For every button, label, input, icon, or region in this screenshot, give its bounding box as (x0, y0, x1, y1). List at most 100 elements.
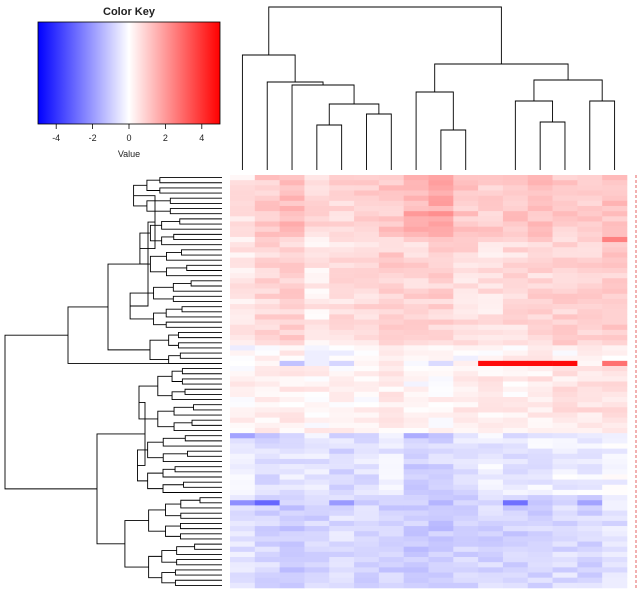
heatmap-cell (478, 577, 504, 584)
heatmap-cell (403, 314, 429, 320)
heatmap-cell (329, 402, 355, 408)
heatmap-cell (403, 495, 429, 501)
heatmap-cell (254, 252, 280, 258)
heatmap-cell (577, 536, 603, 542)
dendrogram-branch (366, 113, 392, 170)
dendrogram-branch (133, 184, 147, 207)
heatmap-cell (527, 252, 553, 258)
heatmap-cell (304, 489, 330, 496)
heatmap-cell (354, 479, 380, 486)
heatmap-cell (428, 495, 454, 501)
dendrogram-branch (191, 419, 222, 426)
heatmap-cell (403, 355, 429, 362)
heatmap-cell (279, 252, 305, 258)
heatmap-cell (502, 500, 529, 506)
heatmap-cell (577, 273, 603, 279)
heatmap-cell (329, 582, 355, 589)
heatmap-cell (254, 314, 280, 320)
heatmap-cell (403, 510, 429, 517)
heatmap-cell (428, 396, 454, 403)
heatmap-cell (428, 541, 454, 547)
heatmap-cell (577, 340, 603, 346)
heatmap-cell (279, 458, 305, 465)
heatmap-cell (304, 252, 330, 258)
heatmap-cell (527, 391, 553, 398)
heatmap-cell (279, 417, 305, 424)
heatmap-cell (478, 567, 504, 573)
heatmap-cell (577, 546, 603, 553)
heatmap-cell (254, 433, 280, 439)
heatmap-cell (502, 366, 529, 372)
heatmap-cell (552, 211, 578, 217)
heatmap-cell (478, 236, 504, 243)
heatmap-cell (428, 505, 454, 511)
heatmap-cell (502, 458, 529, 465)
heatmap-cell (552, 355, 578, 362)
heatmap-cell (602, 464, 628, 470)
heatmap-cell (403, 536, 429, 542)
heatmap-cell (304, 226, 330, 233)
heatmap-cell (428, 236, 454, 243)
heatmap-cell (527, 247, 553, 253)
heatmap-cell (502, 216, 529, 222)
heatmap-cell (502, 438, 529, 444)
heatmap-cell (577, 391, 603, 398)
heatmap-cell (279, 304, 305, 310)
heatmap-cell (279, 562, 305, 568)
heatmap-cell (279, 200, 305, 207)
heatmap-cell (254, 438, 280, 444)
heatmap-cell (478, 371, 504, 377)
heatmap-cell (552, 433, 578, 439)
heatmap-cell (502, 422, 529, 429)
heatmap-cell (279, 262, 305, 269)
heatmap-cell (254, 557, 280, 563)
heatmap-cell (602, 283, 628, 289)
heatmap-cell (230, 510, 256, 517)
heatmap-cell (502, 298, 529, 305)
heatmap-cell (527, 283, 553, 289)
heatmap-cell (254, 236, 280, 243)
heatmap-cell (304, 495, 330, 501)
heatmap-cell (279, 247, 305, 253)
heatmap-cell (354, 335, 380, 341)
heatmap-cell (254, 536, 280, 542)
heatmap-cell (428, 484, 454, 491)
heatmap-cell (279, 298, 305, 305)
heatmap-cell (552, 484, 578, 491)
heatmap-cell (230, 293, 256, 300)
heatmap-cell (329, 448, 355, 455)
heatmap-cell (502, 200, 529, 207)
heatmap-cell (552, 520, 578, 527)
heatmap-cell (230, 226, 256, 233)
heatmap-cell (552, 386, 578, 393)
dendrogram-branch (180, 523, 222, 530)
heatmap-cell (453, 422, 479, 429)
heatmap-cell (527, 273, 553, 279)
heatmap-cell (453, 396, 479, 403)
heatmap-cell (478, 195, 504, 202)
heatmap-cell (602, 551, 628, 558)
heatmap-cell (552, 335, 578, 341)
heatmap-cell (279, 443, 305, 449)
heatmap-cell (428, 489, 454, 496)
heatmap-cell (453, 371, 479, 377)
heatmap-cell (230, 562, 256, 568)
heatmap-cell (378, 360, 404, 367)
heatmap-cell (378, 557, 404, 563)
dendrogram-branch (137, 449, 148, 482)
heatmap-cell (378, 314, 404, 320)
heatmap-cell (478, 304, 504, 310)
heatmap-cell (577, 221, 603, 227)
heatmap-cell (527, 396, 553, 403)
heatmap-cell (478, 381, 504, 387)
dendrogram-branch (157, 375, 173, 397)
heatmap-cell (354, 396, 380, 403)
heatmap-cell (428, 293, 454, 300)
heatmap-cell (230, 288, 256, 295)
heatmap-cell (478, 185, 504, 191)
heatmap-cell (378, 247, 404, 253)
heatmap-cell (428, 252, 454, 258)
heatmap-cell (304, 448, 330, 455)
heatmap-cell (230, 407, 256, 413)
heatmap-cell (453, 314, 479, 320)
